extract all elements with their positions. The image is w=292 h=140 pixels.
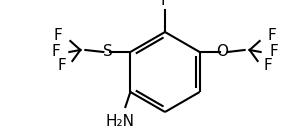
Text: F: F — [58, 59, 66, 74]
Text: O: O — [215, 45, 228, 60]
Text: S: S — [103, 45, 113, 60]
Text: H₂N: H₂N — [106, 114, 135, 129]
Text: F: F — [161, 0, 169, 8]
Text: F: F — [52, 45, 60, 60]
Text: F: F — [268, 29, 277, 44]
Text: F: F — [54, 29, 62, 44]
Text: F: F — [264, 59, 272, 74]
Text: F: F — [270, 45, 278, 60]
